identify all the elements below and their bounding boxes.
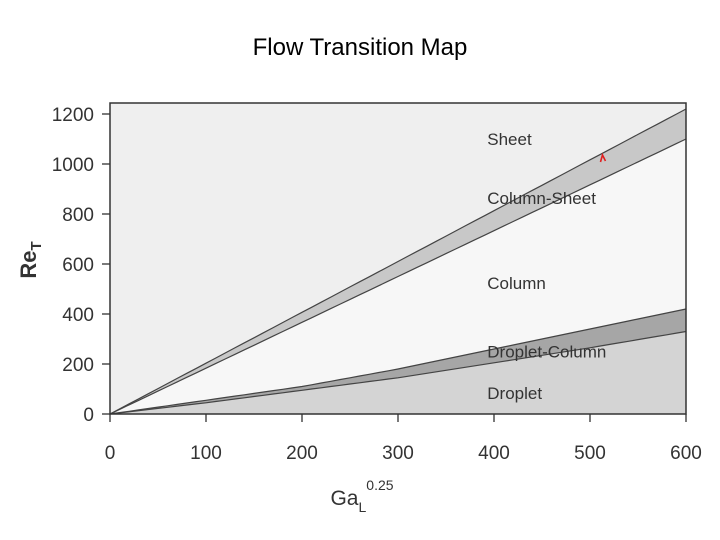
y-axis-title: ReT (16, 241, 45, 278)
region-droplet (110, 331, 686, 414)
x-axis-title-base: Ga (330, 487, 358, 510)
y-tick-label: 200 (62, 355, 94, 376)
region-label-sheet: Sheet (487, 130, 532, 149)
region-label-column-sheet: Column-Sheet (487, 189, 596, 208)
x-tick-label: 600 (670, 443, 702, 464)
x-axis-title: GaL0.25 (330, 477, 393, 515)
boundary-droplet-column-lower (109, 330, 687, 415)
y-tick-label: 0 (83, 405, 94, 426)
y-tick-label: 800 (62, 205, 94, 226)
red-marker (599, 152, 607, 163)
y-axis-title-subscript: T (28, 241, 45, 250)
x-tick-label: 200 (286, 443, 318, 464)
boundary-droplet-column-upper (109, 308, 687, 415)
y-tick-label: 400 (62, 305, 94, 326)
x-axis-title-superscript: 0.25 (366, 477, 393, 493)
region-sheet (110, 103, 686, 414)
boundary-column-sheet-upper (109, 108, 687, 415)
x-tick-label: 300 (382, 443, 414, 464)
x-tick-label: 100 (190, 443, 222, 464)
regions-layer (110, 103, 686, 414)
annotation-layer (599, 152, 607, 163)
y-tick-label: 1200 (52, 105, 94, 126)
ticks-layer: 0 100 200 300 400 500 600 0 200 400 600 800 1000 1200 (52, 105, 702, 464)
y-axis-title-base: Re (16, 251, 41, 279)
region-label-droplet-column: Droplet-Column (487, 343, 606, 362)
x-tick-label: 400 (478, 443, 510, 464)
boundary-lines-layer (109, 108, 687, 415)
slide-title: Flow Transition Map (252, 34, 468, 61)
x-tick-label: 0 (105, 443, 116, 464)
boundary-column-sheet-lower (109, 138, 687, 415)
y-tick-label: 600 (62, 255, 94, 276)
region-label-droplet: Droplet (487, 384, 542, 403)
x-axis-title-subscript: L (358, 499, 366, 515)
region-labels-layer: Sheet Column-Sheet Column Droplet-Column Dro… (487, 130, 606, 403)
x-tick-label: 500 (574, 443, 606, 464)
region-label-column: Column (487, 274, 546, 293)
y-tick-label: 1000 (52, 155, 94, 176)
